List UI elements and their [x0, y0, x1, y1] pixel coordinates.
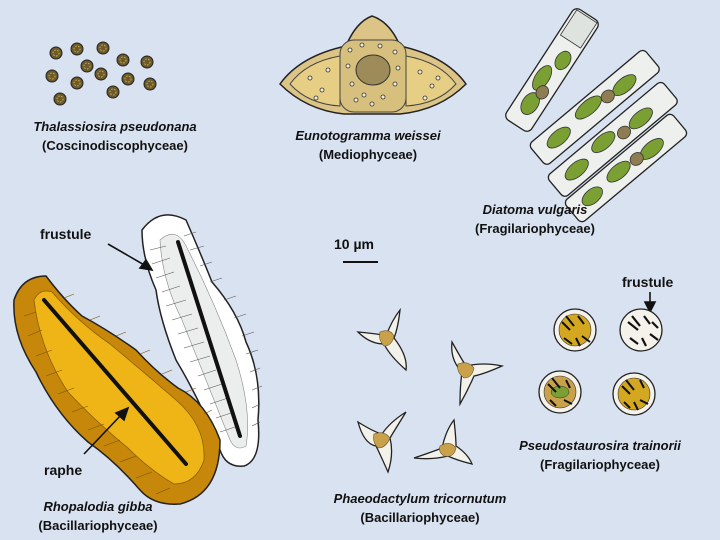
raphe-arrow — [83, 413, 123, 455]
eunotogramma-cell — [279, 15, 467, 115]
triradiate-cell — [356, 307, 407, 372]
species-name: Rhopalodia gibba — [43, 499, 153, 514]
triradiate-cell — [451, 339, 505, 407]
cell — [70, 76, 84, 90]
triradiate-cell — [413, 418, 474, 465]
cell — [121, 72, 135, 86]
cell — [94, 67, 108, 81]
cell — [45, 69, 59, 83]
pseudostaurosira-cells — [538, 308, 663, 416]
phaeodactylum-cells — [356, 307, 505, 474]
species-name: Eunotogramma weissei — [295, 128, 441, 143]
label-diatoma: Diatoma vulgaris (Fragilariophyceae) — [455, 200, 615, 238]
rhopalodia-frustule — [141, 214, 263, 467]
species-class: (Fragilariophyceae) — [475, 221, 595, 236]
species-name: Phaeodactylum tricornutum — [333, 491, 507, 506]
cell — [116, 53, 130, 67]
label-eunotogramma: Eunotogramma weissei (Mediophyceae) — [268, 126, 468, 164]
species-name: Diatoma vulgaris — [482, 202, 588, 217]
species-class: (Bacillariophyceae) — [360, 510, 480, 525]
raphe-label: raphe — [44, 462, 83, 478]
round-frustule — [619, 308, 663, 352]
cell — [53, 92, 67, 106]
species-name: Thalassiosira pseudonana — [33, 119, 197, 134]
cell — [140, 55, 154, 69]
thalassiosira-cells — [45, 41, 157, 106]
frustule-label: frustule — [40, 226, 92, 242]
species-class: (Fragilariophyceae) — [540, 457, 660, 472]
triradiate-cell — [356, 411, 407, 474]
diatoma-chain — [505, 8, 688, 223]
species-class: (Coscinodiscophyceae) — [42, 138, 188, 153]
label-rhopalodia: Rhopalodia gibba (Bacillariophyceae) — [8, 497, 188, 535]
cell — [49, 46, 63, 60]
raphe-line-gold — [42, 298, 188, 466]
rhopalodia-cell — [13, 275, 221, 505]
label-phaeodactylum: Phaeodactylum tricornutum (Bacillariophy… — [310, 489, 530, 527]
species-class: (Bacillariophyceae) — [38, 518, 158, 533]
species-class: (Mediophyceae) — [318, 147, 418, 162]
nucleus — [355, 54, 391, 86]
cell — [106, 85, 120, 99]
label-pseudostaurosira: Pseudostaurosira trainorii (Fragilarioph… — [500, 436, 700, 474]
frustule-arrow — [107, 243, 147, 267]
species-name: Pseudostaurosira trainorii — [519, 438, 681, 453]
cell — [80, 59, 94, 73]
label-thalassiosira: Thalassiosira pseudonana (Coscinodiscoph… — [20, 117, 210, 155]
scale-bar-label: 10 µm — [334, 236, 374, 252]
round-frustule — [538, 370, 582, 414]
round-frustule — [553, 308, 597, 352]
cell — [96, 41, 110, 55]
round-frustule — [612, 372, 656, 416]
arrows — [83, 243, 657, 455]
cell — [143, 77, 157, 91]
cell — [70, 42, 84, 56]
frustule-label-2: frustule — [622, 274, 674, 290]
raphe-line — [176, 240, 242, 438]
